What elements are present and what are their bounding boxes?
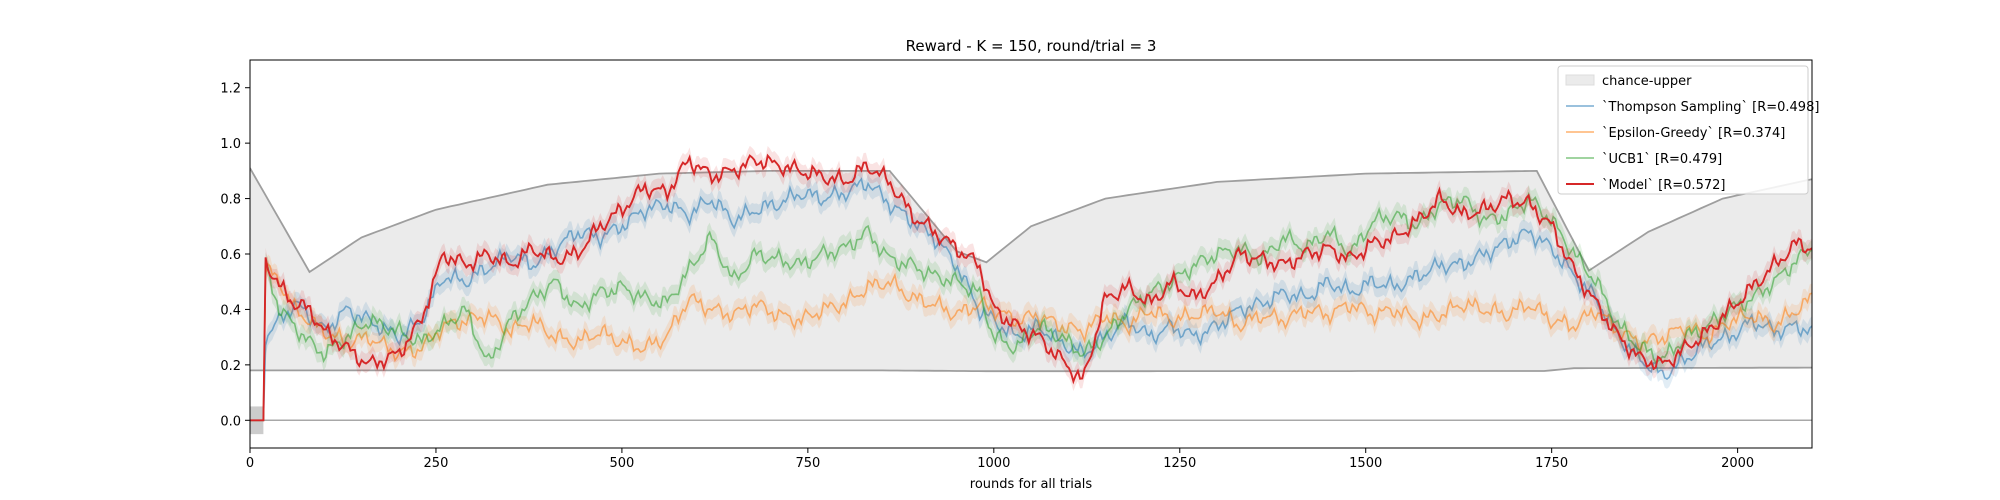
x-tick-label: 0 xyxy=(246,456,254,471)
series-line-3 xyxy=(250,153,1812,422)
axes: 0 250 500 750 1000 1250 1500 1750 2000 0.0 0.2 0.4 0… xyxy=(220,59,1813,471)
x-tick-label: 1000 xyxy=(977,456,1010,471)
y-tick-label: 0.2 xyxy=(220,359,241,374)
legend: chance-upper `Thompson Sampling` [R=0.498… xyxy=(1557,65,1819,195)
x-tick-label: 500 xyxy=(609,456,634,471)
y-tick-label: 1.0 xyxy=(220,137,241,152)
x-axis-label: rounds for all trials xyxy=(970,477,1093,492)
legend-label-chance: chance-upper xyxy=(1602,74,1692,89)
plot-area xyxy=(250,145,1812,435)
x-tick-label: 250 xyxy=(424,456,449,471)
legend-label-2: `UCB1` [R=0.479] xyxy=(1602,152,1722,167)
chart-title: Reward - K = 150, round/trial = 3 xyxy=(906,37,1157,55)
y-tick-label: 0.6 xyxy=(220,248,241,263)
y-tick-label: 0.0 xyxy=(220,414,241,429)
legend-label-0: `Thompson Sampling` [R=0.498] xyxy=(1602,100,1819,115)
chance-lower-line xyxy=(250,366,1812,373)
x-tick-label: 750 xyxy=(795,456,820,471)
legend-label-3: `Model` [R=0.572] xyxy=(1602,178,1725,193)
x-tick-label: 2000 xyxy=(1721,456,1754,471)
x-tick-label: 1750 xyxy=(1535,456,1568,471)
series-band-2 xyxy=(250,184,1812,421)
series-line-1 xyxy=(250,262,1812,422)
chance-upper-line xyxy=(250,167,1812,274)
legend-box xyxy=(1557,65,1809,195)
legend-patch xyxy=(1565,74,1595,86)
legend-label-1: `Epsilon-Greedy` [R=0.374] xyxy=(1602,126,1785,141)
x-tick-label: 1500 xyxy=(1349,456,1382,471)
series-line-0 xyxy=(250,177,1812,422)
y-tick-label: 0.8 xyxy=(220,193,241,208)
x-tick-label: 1250 xyxy=(1163,456,1196,471)
y-tick-label: 0.4 xyxy=(220,303,241,318)
y-tick-label: 1.2 xyxy=(220,82,241,97)
